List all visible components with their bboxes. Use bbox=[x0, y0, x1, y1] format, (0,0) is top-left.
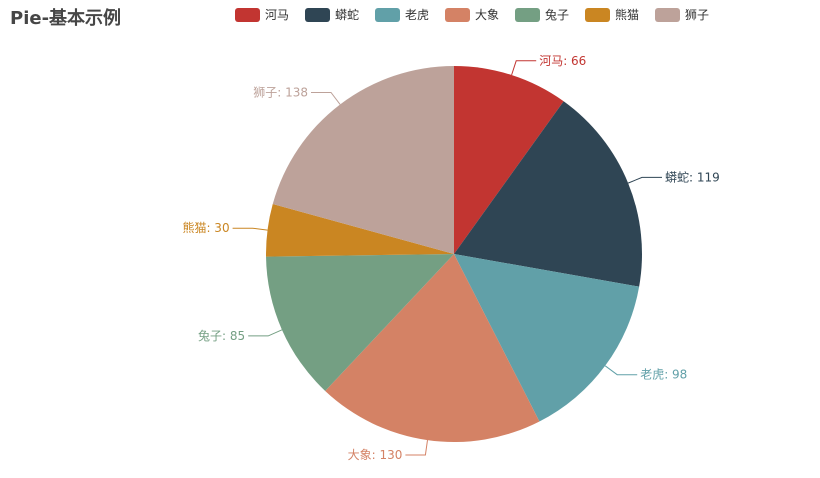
slice-label: 大象: 130 bbox=[348, 448, 403, 462]
legend-swatch bbox=[375, 8, 400, 22]
legend-label: 大象 bbox=[475, 8, 499, 22]
legend-swatch bbox=[235, 8, 260, 22]
legend-swatch bbox=[305, 8, 330, 22]
legend-swatch bbox=[585, 8, 610, 22]
slice-2[interactable] bbox=[454, 254, 640, 422]
legend-swatch bbox=[445, 8, 470, 22]
slice-5[interactable] bbox=[266, 204, 454, 257]
label-leader-line bbox=[248, 329, 283, 337]
legend-label: 河马 bbox=[265, 8, 289, 22]
slice-4[interactable] bbox=[266, 254, 454, 391]
slice-label: 河马: 66 bbox=[539, 54, 586, 68]
slice-1[interactable] bbox=[454, 101, 642, 287]
legend-swatch bbox=[655, 8, 680, 22]
legend-item-0[interactable]: 河马 bbox=[235, 8, 289, 22]
label-leader-line bbox=[627, 176, 662, 184]
legend: 河马 蟒蛇 老虎 大象 兔子 熊猫 狮子 bbox=[235, 7, 709, 22]
legend-label: 兔子 bbox=[545, 7, 569, 22]
label-leader-line bbox=[311, 92, 341, 105]
legend-item-6[interactable]: 狮子 bbox=[655, 8, 709, 22]
pie-slices bbox=[266, 66, 642, 443]
slice-labels: 河马: 66 蟒蛇: 119 老虎: 98 大象: 130 兔子: 85 熊猫: 30 狮子… bbox=[182, 54, 719, 462]
label-leader-line bbox=[511, 60, 537, 76]
slice-label: 兔子: 85 bbox=[198, 328, 245, 343]
slice-label: 蟒蛇: 119 bbox=[665, 169, 720, 184]
legend-item-1[interactable]: 蟒蛇 bbox=[305, 7, 359, 22]
legend-label: 老虎 bbox=[405, 8, 429, 22]
legend-label: 狮子 bbox=[685, 8, 709, 22]
label-leader-line bbox=[232, 227, 268, 231]
slice-label: 狮子: 138 bbox=[253, 86, 308, 100]
slice-0[interactable] bbox=[454, 66, 564, 254]
legend-item-2[interactable]: 老虎 bbox=[375, 8, 429, 22]
label-leader-line bbox=[405, 440, 428, 456]
legend-label: 蟒蛇 bbox=[335, 7, 359, 22]
slice-label: 熊猫: 30 bbox=[182, 220, 229, 235]
slice-label: 老虎: 98 bbox=[640, 368, 687, 382]
label-leader-line bbox=[604, 365, 638, 376]
legend-swatch bbox=[515, 8, 540, 22]
chart-title: Pie-基本示例 bbox=[10, 8, 122, 29]
legend-label: 熊猫 bbox=[615, 7, 639, 22]
slice-6[interactable] bbox=[272, 66, 454, 254]
legend-item-5[interactable]: 熊猫 bbox=[585, 7, 639, 22]
slice-3[interactable] bbox=[325, 254, 540, 443]
legend-item-4[interactable]: 兔子 bbox=[515, 7, 569, 22]
legend-item-3[interactable]: 大象 bbox=[445, 8, 499, 22]
